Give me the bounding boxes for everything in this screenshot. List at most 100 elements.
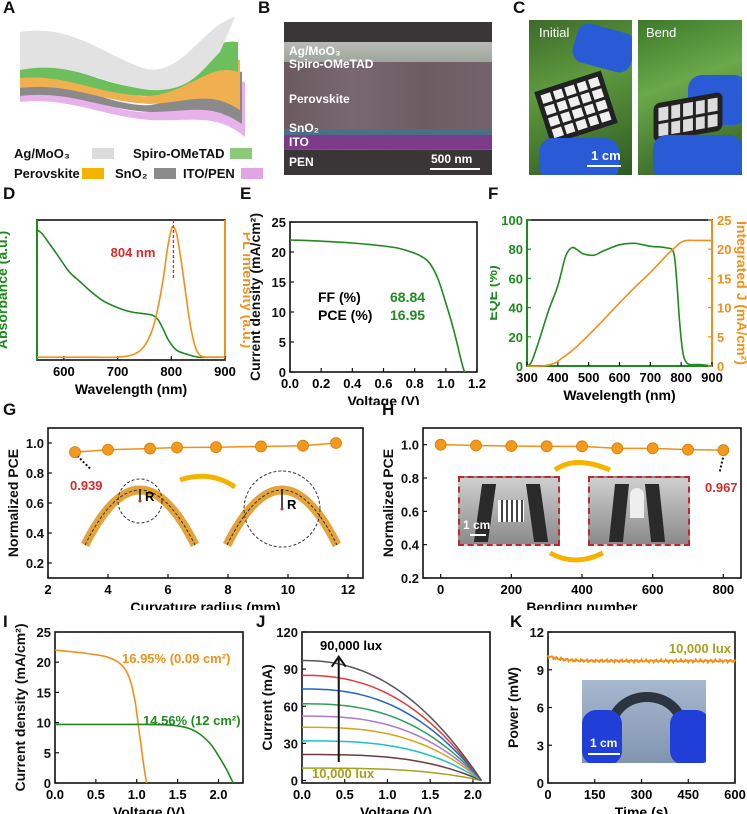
y2-axis-label: Integrated J (mA/cm²) (734, 221, 747, 365)
scalebar-label: 1 cm (591, 148, 621, 163)
iv-curve (301, 753, 482, 782)
metric-label: FF (%) (318, 289, 361, 305)
chart-d-absorbance-pl: 600 700 800 900 Wavelength (nm) Absorbance (a… (0, 219, 250, 397)
y2-tick-label: 10 (717, 301, 731, 316)
x-tick-label: 450 (677, 787, 699, 802)
annotation-arrow (718, 456, 725, 472)
iv-curve (301, 740, 482, 782)
transition-arrow-bottom (548, 550, 605, 563)
panel-letter-k: K (510, 612, 523, 631)
y-tick-label: 25 (37, 625, 51, 640)
y-tick-label: 3 (537, 738, 544, 753)
jv-line (289, 239, 466, 373)
min-annotation: 0.939 (70, 478, 103, 493)
x-axis-label: Voltage (V) (113, 804, 185, 814)
legend-label: Ag/MoO₃ (14, 146, 70, 161)
pce-point (576, 440, 588, 453)
x-tick-label: 400 (547, 370, 569, 385)
x-tick-label: 0.6 (374, 376, 392, 391)
y-axis-label: Power (mW) (505, 667, 521, 748)
x-tick-label: 800 (160, 364, 182, 379)
panel-letter-a: A (3, 0, 16, 17)
glove-top (569, 20, 632, 76)
chart-e-jv: 0.0 0.2 0.4 0.6 0.8 1.0 1.2 0 5 10 15 20 25 Voltage (… (247, 213, 486, 405)
y-tick-label: 1.0 (401, 438, 419, 453)
y2-tick-label: 0 (717, 359, 724, 374)
radius-label: R (145, 489, 155, 504)
x-tick-label: 1.0 (378, 787, 396, 802)
pce-point (210, 441, 222, 454)
series-label-module: 14.56% (12 cm²) (143, 713, 241, 728)
panel-letter-f: F (488, 184, 499, 203)
y-tick-label: 6 (537, 701, 544, 716)
sem-label-perovskite: Perovskite (289, 92, 350, 106)
plot-frame (54, 631, 244, 784)
x-tick-label: 0 (544, 787, 551, 802)
legend-sno2: SnO₂ (115, 166, 176, 181)
y-axis-label: Current density (mA/cm²) (12, 623, 28, 791)
sem-cross-section: Ag/MoO₃ Spiro-OMeTAD Perovskite SnO₂ ITO… (284, 22, 492, 175)
integrated-j-line (526, 239, 712, 368)
y-tick-label: 0 (44, 776, 51, 791)
x-tick-label: 600 (609, 370, 631, 385)
x-tick-label: 1.5 (169, 787, 187, 802)
x-tick-label: 1.5 (421, 787, 439, 802)
metric-value: 68.84 (390, 289, 425, 305)
peak-annotation: 804 nm (111, 245, 156, 260)
x-axis-label: Voltage (V) (347, 393, 419, 405)
inset-flexible-photo: 1 cm (582, 680, 706, 763)
x-tick-label: 0.0 (281, 376, 299, 391)
x-tick-label: 0.0 (293, 787, 311, 802)
photo-label-initial: Initial (539, 25, 570, 40)
sem-label-pen: PEN (289, 155, 314, 169)
y-tick-label: 60 (284, 699, 298, 714)
pce-point (470, 439, 482, 452)
photo-label-bend: Bend (646, 25, 677, 40)
circle-center-0 (138, 499, 142, 503)
inset-bending-flat: 1 cm (458, 476, 560, 546)
sem-label-sno2: SnO₂ (289, 121, 319, 135)
x-tick-label: 0.5 (87, 787, 105, 802)
y-tick-label: 25 (272, 215, 286, 230)
legend-swatch (91, 148, 114, 159)
chart-j-lux: 0.0 0.5 1.0 1.5 2.0 0 30 60 90 120 Voltage (V) Curr… (259, 625, 491, 814)
y-axis-label: EQE (%) (490, 265, 500, 320)
panel-letter-j: J (256, 612, 266, 631)
panel-letter-d: D (3, 184, 16, 203)
x-tick-label: 2.0 (209, 787, 227, 802)
transition-arrow-top (553, 460, 611, 473)
legend-ag-moo3: Ag/MoO₃ (14, 146, 114, 161)
min-annotation: 0.967 (705, 480, 738, 495)
y-tick-label: 120 (276, 625, 298, 640)
x-tick-label: 400 (571, 582, 593, 597)
y2-tick-label: 20 (717, 242, 731, 257)
plot-frame (301, 631, 491, 784)
x-tick-label: 600 (724, 787, 746, 802)
legend-label: Perovskite (14, 166, 80, 181)
y-tick-label: 15 (272, 275, 286, 290)
y-tick-label: 0.4 (401, 538, 420, 553)
x-tick-label: 900 (701, 370, 723, 385)
iv-curve (301, 659, 483, 781)
y-tick-label: 15 (37, 685, 51, 700)
x-tick-label: 0.4 (343, 376, 362, 391)
y-tick-label: 0.8 (401, 471, 419, 486)
x-tick-label: 1.0 (437, 376, 455, 391)
x-tick-label: 10 (281, 582, 295, 597)
iv-curve (301, 767, 482, 782)
scalebar-label: 1 cm (590, 736, 618, 750)
y-tick-label: 90 (284, 662, 298, 677)
y-tick-label: 60 (509, 271, 523, 286)
x-tick-label: 0.0 (46, 787, 64, 802)
x-tick-label: 6 (164, 582, 171, 597)
legend-label: ITO/PEN (183, 166, 235, 181)
pce-point (434, 438, 447, 451)
x-tick-label: 2.0 (464, 787, 482, 802)
series-label-small: 16.95% (0.09 cm²) (122, 651, 230, 666)
pce-point (646, 442, 659, 455)
iv-curve (301, 726, 482, 782)
metric-label: PCE (%) (318, 307, 372, 323)
y-tick-label: 0 (291, 774, 298, 789)
y-tick-label: 30 (284, 736, 298, 751)
x-tick-label: 4 (104, 582, 112, 597)
